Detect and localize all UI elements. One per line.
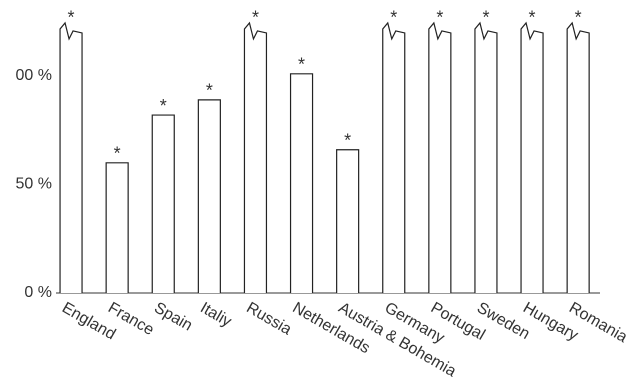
annotation: * bbox=[390, 8, 397, 28]
annotation: * bbox=[68, 8, 75, 28]
annotation: * bbox=[344, 131, 351, 151]
annotation: * bbox=[206, 81, 213, 101]
bar bbox=[197, 99, 221, 293]
bar bbox=[520, 21, 544, 293]
annotation: * bbox=[436, 8, 443, 28]
bar bbox=[59, 21, 83, 293]
y-tick-label: 00 % bbox=[16, 67, 52, 84]
bar bbox=[336, 149, 360, 293]
bar bbox=[382, 21, 406, 293]
annotation: * bbox=[114, 144, 121, 164]
bar bbox=[151, 114, 175, 293]
bar bbox=[243, 21, 268, 293]
annotation: * bbox=[575, 8, 582, 28]
x-tick-label: Romania bbox=[566, 299, 630, 346]
annotation: * bbox=[160, 96, 167, 116]
annotation: * bbox=[252, 8, 259, 28]
bar bbox=[566, 21, 590, 293]
x-tick-label: Italiy bbox=[197, 299, 234, 330]
bar bbox=[105, 162, 129, 293]
annotation: * bbox=[529, 8, 536, 28]
y-tick-label: 50 % bbox=[16, 176, 52, 193]
annotation: * bbox=[298, 55, 305, 75]
x-tick-label: Spain bbox=[151, 299, 195, 334]
bar bbox=[474, 21, 498, 293]
bar bbox=[428, 21, 452, 293]
x-tick-label: Russia bbox=[243, 299, 294, 338]
y-tick-label: 0 % bbox=[24, 284, 52, 301]
bar bbox=[289, 73, 314, 293]
annotation: * bbox=[482, 8, 489, 28]
